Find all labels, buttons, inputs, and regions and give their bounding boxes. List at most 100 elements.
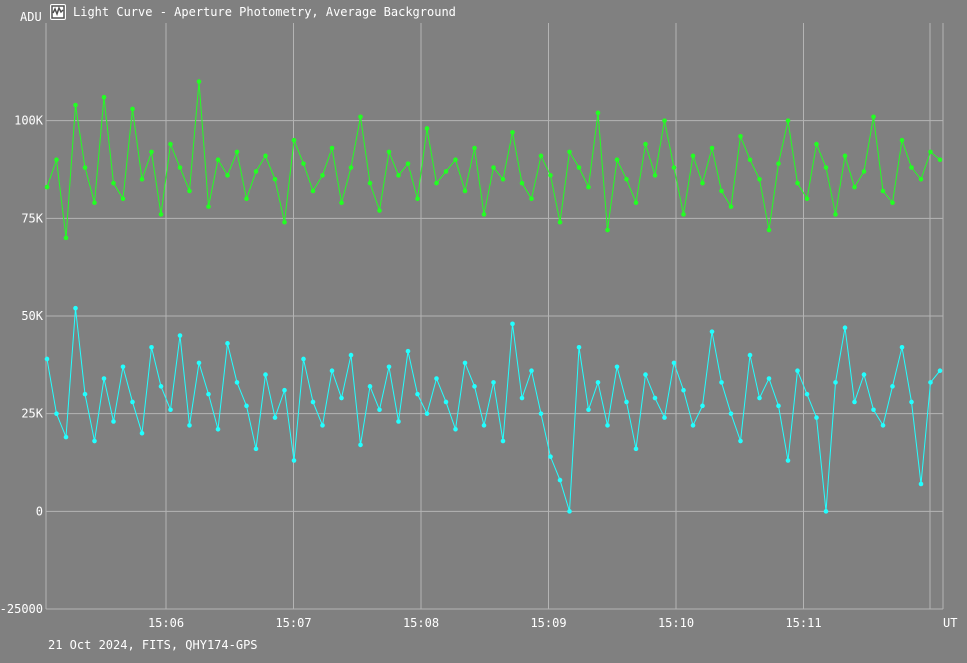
- data-point: [310, 399, 316, 405]
- data-point: [462, 360, 468, 366]
- data-point: [586, 407, 591, 413]
- data-point: [852, 184, 857, 190]
- x-tick-label: 15:10: [658, 616, 694, 630]
- x-tick-label: 15:11: [785, 616, 821, 630]
- data-point: [244, 403, 249, 409]
- data-point: [367, 384, 373, 389]
- data-point: [548, 454, 553, 459]
- data-point: [491, 380, 496, 385]
- series-line: [46, 308, 941, 512]
- data-point: [272, 415, 278, 420]
- x-tick-label: 15:06: [148, 616, 184, 630]
- data-point: [719, 188, 724, 194]
- data-point: [709, 329, 715, 334]
- data-point: [918, 481, 924, 487]
- data-point: [92, 200, 97, 206]
- data-point: [263, 153, 268, 159]
- data-point: [766, 227, 772, 233]
- data-point: [377, 208, 382, 213]
- data-point: [795, 180, 800, 186]
- x-tick-label: 15:07: [275, 616, 311, 630]
- data-point: [44, 184, 50, 190]
- data-point: [310, 188, 316, 194]
- data-point: [804, 391, 810, 397]
- data-point: [44, 356, 50, 362]
- data-point: [605, 227, 610, 233]
- y-tick-label: 75K: [21, 211, 43, 225]
- data-point: [890, 384, 895, 389]
- data-point: [880, 423, 886, 428]
- data-point: [728, 411, 734, 416]
- data-point: [500, 176, 506, 182]
- data-point: [928, 380, 933, 385]
- data-point: [557, 219, 563, 225]
- data-point: [434, 376, 439, 381]
- data-point: [785, 118, 791, 123]
- data-point: [937, 368, 943, 373]
- data-point: [681, 387, 686, 393]
- data-point: [519, 180, 525, 186]
- data-point: [624, 176, 629, 182]
- y-tick-label: 0: [36, 504, 43, 518]
- y-tick-label: 50K: [21, 309, 43, 323]
- data-point: [225, 173, 230, 178]
- y-tick-label: 100K: [14, 114, 44, 128]
- data-point: [529, 368, 534, 373]
- data-point: [928, 149, 933, 155]
- data-point: [823, 165, 829, 170]
- data-point: [481, 423, 487, 428]
- data-point: [158, 384, 164, 389]
- data-point: [386, 149, 392, 155]
- data-point: [73, 305, 78, 311]
- data-point: [671, 360, 677, 366]
- data-point: [415, 196, 420, 202]
- data-point: [690, 423, 696, 428]
- x-tick-label: 15:09: [530, 616, 566, 630]
- data-point: [576, 344, 582, 350]
- data-point: [899, 137, 905, 143]
- data-point: [320, 423, 325, 428]
- data-point: [139, 430, 145, 436]
- data-point: [92, 438, 97, 444]
- data-point: [405, 348, 411, 354]
- data-point: [605, 423, 610, 428]
- light-curve-app-icon[interactable]: [50, 4, 66, 20]
- data-point: [263, 372, 268, 377]
- data-point: [576, 165, 582, 170]
- data-point: [234, 380, 240, 385]
- data-point: [757, 176, 762, 182]
- data-point: [301, 161, 306, 166]
- data-point: [82, 391, 88, 397]
- data-point: [168, 141, 173, 147]
- data-point: [329, 145, 335, 151]
- data-point: [880, 188, 886, 194]
- data-point: [833, 380, 838, 385]
- data-point: [538, 153, 544, 159]
- data-point: [766, 376, 772, 381]
- data-point: [301, 356, 306, 362]
- data-point: [595, 110, 601, 116]
- data-point: [462, 188, 468, 194]
- data-point: [871, 114, 876, 120]
- data-point: [453, 426, 458, 432]
- data-point: [586, 184, 591, 190]
- title-bar: Light Curve - Aperture Photometry, Avera…: [50, 3, 456, 21]
- data-point: [937, 157, 943, 163]
- data-point: [82, 165, 88, 170]
- data-point: [424, 411, 430, 416]
- series-layer: [44, 79, 943, 514]
- data-point: [690, 153, 696, 159]
- data-point: [177, 333, 183, 338]
- data-point: [329, 368, 335, 373]
- data-point: [614, 157, 620, 163]
- y-axis-label: ADU: [20, 10, 42, 24]
- data-point: [652, 173, 658, 178]
- data-point: [595, 380, 601, 385]
- data-point: [206, 391, 211, 397]
- data-point: [225, 341, 230, 346]
- data-point: [215, 157, 221, 163]
- data-point: [481, 212, 487, 217]
- data-point: [700, 180, 705, 186]
- data-point: [472, 384, 477, 389]
- data-point: [538, 411, 544, 416]
